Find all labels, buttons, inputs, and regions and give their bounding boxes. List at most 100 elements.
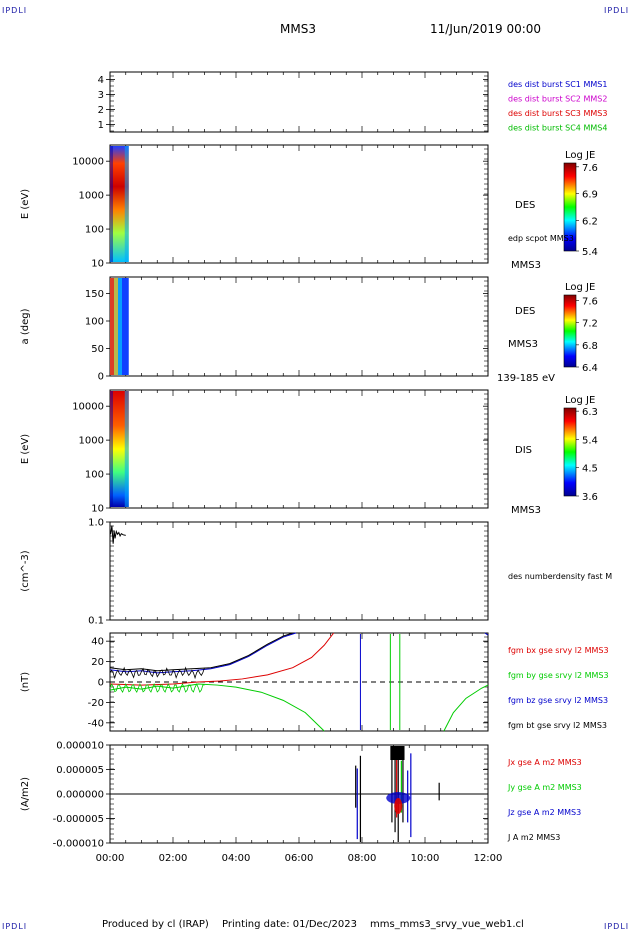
y-tick-label: -40 xyxy=(88,718,104,729)
colorbar-tick-label: 7.2 xyxy=(582,319,598,330)
current-saturated-block xyxy=(390,746,405,760)
fgm-series-line xyxy=(109,632,297,674)
colorbar-tick-label: 6.2 xyxy=(582,216,598,227)
current-blob xyxy=(394,798,403,814)
x-tick-label: 10:00 xyxy=(411,853,440,864)
colorbar-tick-label: 7.6 xyxy=(582,163,598,174)
spacecraft-title: MMS3 xyxy=(280,22,316,36)
panel-frame-dis-energy xyxy=(109,389,489,509)
legend-entry: J A m2 MMS3 xyxy=(507,833,560,842)
y-tick-label: 1.0 xyxy=(88,518,104,529)
colorbar xyxy=(563,294,577,368)
legend-entry: fgm by gse srvy l2 MMS3 xyxy=(508,671,609,680)
y-tick-label: -0.000010 xyxy=(53,839,104,850)
y-tick-label: -0.000005 xyxy=(53,814,104,825)
y-axis-label: a (deg) xyxy=(20,308,31,344)
fgm-series-line xyxy=(109,632,335,686)
legend-entry: des dist burst SC3 MMS3 xyxy=(508,109,607,118)
corner-label-bottom-left: IPDLI xyxy=(2,922,28,931)
panel-bottom-label: MMS3 xyxy=(511,505,541,516)
fgm-series-line xyxy=(109,683,325,732)
y-axis-label: E (eV) xyxy=(20,189,31,219)
y-tick-label: 50 xyxy=(91,344,104,355)
colorbar-tick-label: 6.8 xyxy=(582,341,598,352)
legend-entry: fgm bt gse srvy l2 MMS3 xyxy=(508,721,607,730)
y-tick-label: 0.000010 xyxy=(56,741,104,752)
fgm-by-recovery xyxy=(443,684,489,732)
legend-entry: fgm bx gse srvy l2 MMS3 xyxy=(508,646,609,655)
y-tick-label: 100 xyxy=(85,470,104,481)
y-tick-label: 100 xyxy=(85,225,104,236)
legend-entry: des dist burst SC1 MMS1 xyxy=(508,80,607,89)
y-tick-label: 150 xyxy=(85,289,104,300)
instrument-label: DIS xyxy=(515,445,532,456)
footer-printing-date: Printing date: 01/Dec/2023 xyxy=(222,919,358,930)
footer-file: mms_mms3_srvy_vue_web1.cl xyxy=(370,919,524,930)
colorbar-title: Log JE xyxy=(565,282,595,293)
y-tick-label: 10000 xyxy=(72,157,104,168)
colorbar-title: Log JE xyxy=(565,395,595,406)
colorbar-tick-label: 3.6 xyxy=(582,492,598,503)
y-tick-label: 10 xyxy=(91,259,104,270)
spectrogram-block xyxy=(124,391,129,507)
legend-entry: des dist burst SC4 MMS4 xyxy=(508,124,607,133)
colorbar-tick-label: 6.9 xyxy=(582,190,598,201)
y-axis-label: (nT) xyxy=(20,672,31,692)
instrument-label: DES xyxy=(515,306,535,317)
fgm-bz-recovery xyxy=(484,632,489,636)
legend-entry: fgm bz gse srvy l2 MMS3 xyxy=(508,696,608,705)
colorbar-tick-label: 5.4 xyxy=(582,247,598,258)
legend-entry: Jz gse A m2 MMS3 xyxy=(507,808,581,817)
y-tick-label: -20 xyxy=(88,698,104,709)
y-tick-label: 100 xyxy=(85,317,104,328)
spectrogram-block xyxy=(110,278,114,375)
spectrogram-block xyxy=(110,146,113,262)
colorbar-title: Log JE xyxy=(565,150,595,161)
corner-label-top-left: IPDLI xyxy=(2,6,28,15)
colorbar-tick-label: 7.6 xyxy=(582,297,598,308)
fgm-series-line xyxy=(109,632,293,672)
x-tick-label: 06:00 xyxy=(285,853,314,864)
fgm-by-oscillation xyxy=(109,683,205,694)
panel-frame-density xyxy=(109,521,489,621)
y-tick-label: 0 xyxy=(98,678,104,689)
colorbar-tick-label: 6.4 xyxy=(582,363,598,374)
x-tick-label: 08:00 xyxy=(348,853,377,864)
x-tick-label: 02:00 xyxy=(159,853,188,864)
instrument-sub-label: MMS3 xyxy=(508,339,538,350)
legend-entry: des dist burst SC2 MMS2 xyxy=(508,95,607,104)
y-tick-label: 10000 xyxy=(72,402,104,413)
panel-frame-des-pitch xyxy=(109,276,489,377)
plot-datetime: 11/Jun/2019 00:00 xyxy=(430,22,542,36)
spectrogram-block xyxy=(114,278,118,375)
colorbar-tick-label: 6.3 xyxy=(582,407,598,418)
y-tick-label: 40 xyxy=(91,637,104,648)
instrument-label: DES xyxy=(515,200,535,211)
spectrogram-block xyxy=(110,146,129,262)
y-tick-label: 2 xyxy=(98,105,104,116)
y-axis-label: E (eV) xyxy=(20,434,31,464)
y-tick-label: 10 xyxy=(91,504,104,515)
spectrogram-block xyxy=(110,391,129,507)
panel-bottom-label: MMS3 xyxy=(511,260,541,271)
spectrogram-block xyxy=(124,146,129,262)
corner-label-bottom-right: IPDLI xyxy=(604,922,630,931)
y-tick-label: 3 xyxy=(98,90,104,101)
y-tick-label: 0.000000 xyxy=(56,790,104,801)
legend-entry: Jy gse A m2 MMS3 xyxy=(507,783,582,792)
fgm-bt-oscillation xyxy=(109,666,205,680)
y-tick-label: 0.000005 xyxy=(56,765,104,776)
y-tick-label: 1000 xyxy=(79,191,104,202)
legend-entry: des numberdensity fast M xyxy=(508,572,612,581)
instrument-sub-label: edp scpot MMS3 xyxy=(508,234,574,243)
y-tick-label: 1000 xyxy=(79,436,104,447)
y-axis-label: (A/m2) xyxy=(20,777,31,811)
density-series-line xyxy=(110,525,126,544)
legend-entry: Jx gse A m2 MMS3 xyxy=(507,758,582,767)
y-tick-label: 20 xyxy=(91,657,104,668)
footer-producer: Produced by cl (IRAP) xyxy=(102,919,209,930)
y-axis-label: (cm^-3) xyxy=(20,550,31,591)
colorbar xyxy=(563,407,577,497)
y-tick-label: 0.1 xyxy=(88,616,104,627)
